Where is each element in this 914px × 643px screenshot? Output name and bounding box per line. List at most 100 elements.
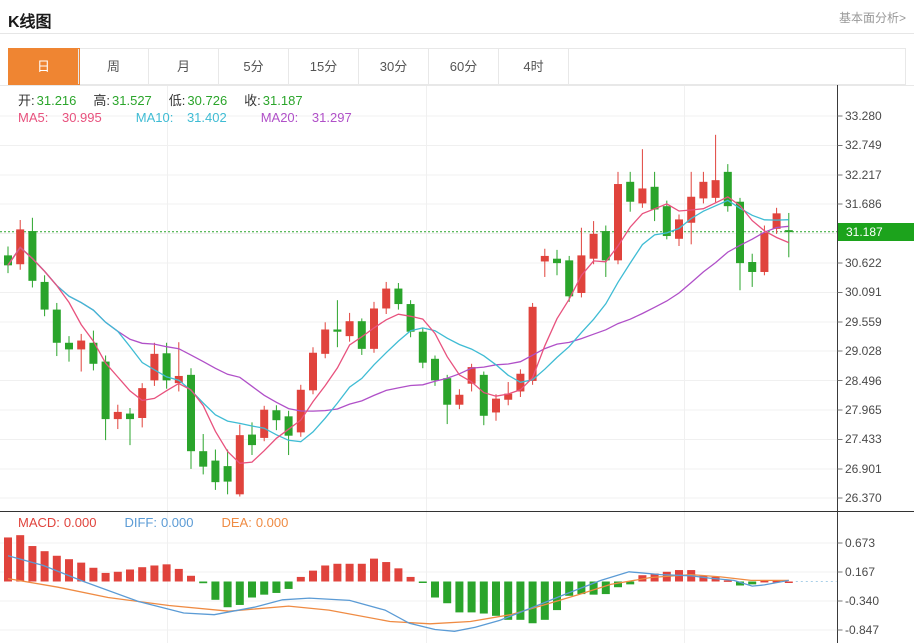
macd-bar — [540, 581, 549, 620]
candle-body — [443, 378, 452, 405]
macd-bar — [443, 581, 452, 604]
macd-bar — [528, 581, 537, 624]
macd-bar — [235, 581, 244, 605]
macd-bar — [150, 565, 159, 582]
candle-body — [662, 206, 671, 237]
candle-body — [89, 342, 98, 364]
candle-body — [235, 435, 244, 495]
macd-bar — [211, 581, 220, 600]
open-value: 31.216 — [36, 93, 77, 108]
candle-body — [638, 188, 647, 204]
macd-bar — [455, 581, 464, 613]
close-label: 收: — [244, 93, 261, 108]
macd-bar — [272, 581, 281, 593]
candle-body — [40, 281, 49, 310]
ma10-label: MA10: 31.402 — [135, 110, 227, 125]
macd-bar — [199, 581, 208, 584]
price-axis-label: 30.091 — [845, 285, 882, 300]
tab-60分[interactable]: 60分 — [429, 49, 499, 84]
macd-bar — [394, 568, 403, 582]
macd-bar — [736, 581, 744, 586]
candle-body — [614, 184, 622, 261]
candle-body — [589, 233, 598, 259]
candle-body — [150, 353, 159, 381]
price-axis-label: 31.686 — [845, 197, 882, 212]
price-axis-label: 28.496 — [845, 373, 882, 388]
macd-bar — [370, 558, 378, 582]
price-axis-label: 29.028 — [845, 344, 882, 359]
candle-body — [138, 388, 147, 418]
ma20-label: MA20: 31.297 — [260, 110, 352, 125]
macd-bar — [431, 581, 439, 598]
macd-bar — [406, 576, 415, 582]
macd-bar — [77, 562, 86, 582]
macd-info-row: MACD: 0.000 DIFF: 0.000 DEA: 0.000 — [18, 515, 296, 530]
macd-bar — [772, 580, 781, 583]
candle-body — [553, 258, 561, 264]
macd-axis-label: -0.340 — [845, 593, 880, 608]
candle-body — [748, 262, 757, 272]
macd-bar — [357, 563, 366, 582]
tab-周[interactable]: 周 — [79, 49, 149, 84]
macd-bar — [699, 575, 708, 582]
candle-body — [626, 181, 635, 202]
candle-body — [577, 255, 586, 293]
macd-bar — [28, 546, 37, 582]
ma5-line — [7, 196, 790, 464]
macd-bar — [101, 572, 110, 582]
price-axis-label: 27.965 — [845, 402, 882, 417]
dea-line — [7, 573, 789, 625]
candle-body — [272, 410, 281, 421]
candle-body — [650, 186, 659, 210]
ma20-line — [7, 225, 789, 412]
candle-body — [601, 231, 610, 261]
candle-body — [199, 451, 208, 467]
candle-body — [540, 255, 549, 262]
current-price-tag: 31.187 — [838, 222, 914, 241]
macd-bar — [553, 581, 561, 611]
macd-bar — [504, 581, 513, 620]
candle-body — [406, 304, 415, 332]
candle-body — [345, 321, 354, 337]
candle-body — [723, 171, 732, 207]
macd-bar — [248, 581, 256, 598]
macd-bar — [138, 567, 147, 582]
macd-bar — [516, 581, 525, 620]
tab-4时[interactable]: 4时 — [499, 49, 569, 84]
macd-bar — [187, 575, 195, 582]
macd-label: MACD: 0.000 — [18, 515, 97, 530]
macd-bar — [345, 563, 354, 582]
dea-label: DEA: 0.000 — [221, 515, 289, 530]
macd-axis-label: 0.167 — [845, 564, 876, 579]
ma-info-row: MA5: 30.995 MA10: 31.402 MA20: 31.297 — [18, 110, 372, 125]
candle-body — [504, 393, 513, 400]
macd-bar — [565, 581, 574, 596]
candle-body — [65, 342, 73, 350]
macd-bar — [418, 581, 427, 583]
fundamental-analysis-link[interactable]: 基本面分析> — [838, 11, 906, 25]
price-axis-label: 26.370 — [845, 491, 882, 506]
tab-5分[interactable]: 5分 — [219, 49, 289, 84]
candle-body — [284, 416, 293, 436]
macd-bar — [760, 580, 769, 583]
macd-bar — [126, 569, 134, 582]
tab-日[interactable]: 日 — [8, 48, 80, 85]
candle-body — [736, 201, 744, 264]
axis-ticks — [837, 115, 843, 631]
macd-bar — [16, 535, 25, 582]
candle-body — [321, 329, 330, 354]
macd-bar — [260, 581, 269, 595]
open-label: 开: — [18, 93, 35, 108]
macd-bar — [467, 581, 476, 613]
candle-body — [784, 230, 793, 233]
tab-月[interactable]: 月 — [149, 49, 219, 84]
tab-15分[interactable]: 15分 — [289, 49, 359, 84]
macd-bar — [321, 565, 330, 582]
tab-30分[interactable]: 30分 — [359, 49, 429, 84]
candle-body — [467, 367, 476, 384]
candle-body — [394, 288, 403, 305]
candle-body — [28, 231, 37, 281]
macd-bar — [52, 555, 61, 582]
macd-bars-layer — [4, 535, 793, 624]
